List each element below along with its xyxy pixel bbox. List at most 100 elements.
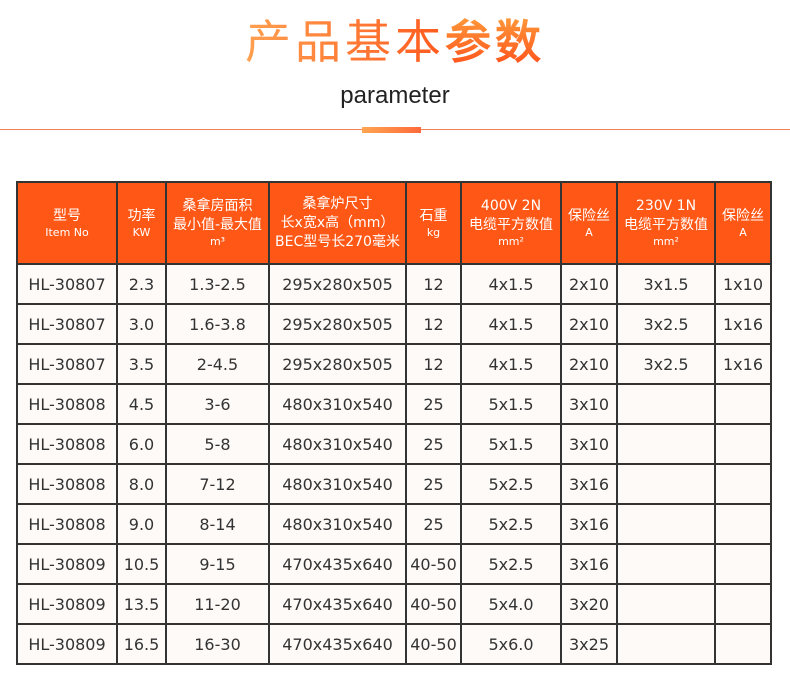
header-unit: mm² — [498, 235, 524, 248]
header-label: 桑拿房面积 — [182, 198, 253, 214]
table-cell: 5-8 — [165, 423, 270, 465]
table-cell: 9.0 — [116, 503, 167, 545]
column-header: 石重 kg — [405, 181, 462, 265]
table-row: HL-30808 9.0 8-14 480x310x540 25 5x2.5 3x16 — [16, 503, 772, 545]
table-cell: 8-14 — [165, 503, 270, 545]
table-cell — [616, 623, 716, 665]
table-cell — [616, 543, 716, 585]
column-header: 型号 Item No — [16, 181, 118, 265]
table-cell: 25 — [405, 383, 462, 425]
table-cell: 295x280x505 — [268, 263, 407, 305]
title-light: 产品基本 — [245, 15, 445, 69]
table-cell: 470x435x640 — [268, 543, 407, 585]
table-cell: 8.0 — [116, 463, 167, 505]
table-cell: 10.5 — [116, 543, 167, 585]
table-cell: HL-30809 — [16, 583, 118, 625]
table-cell: 2x10 — [560, 263, 618, 305]
table-cell: 5x2.5 — [460, 503, 562, 545]
column-header: 功率 KW — [116, 181, 167, 265]
table-cell — [616, 463, 716, 505]
table-row: HL-30807 3.0 1.6-3.8 295x280x505 12 4x1.5 2x10… — [16, 303, 772, 345]
table-cell: 1x16 — [714, 303, 772, 345]
table-cell: 5x1.5 — [460, 423, 562, 465]
table-cell: 480x310x540 — [268, 463, 407, 505]
table-cell: 1x16 — [714, 343, 772, 385]
table-row: HL-30807 2.3 1.3-2.5 295x280x505 12 4x1.5 2x10… — [16, 263, 772, 305]
page-subtitle: parameter — [340, 82, 450, 109]
table-cell: HL-30808 — [16, 383, 118, 425]
header-label: 电缆平方数值 — [624, 217, 708, 233]
header-unit: KW — [132, 225, 151, 239]
table-cell — [714, 423, 772, 465]
table-cell: HL-30809 — [16, 623, 118, 665]
header-label: 最小值-最大值 — [172, 217, 263, 233]
table-row: HL-30808 8.0 7-12 480x310x540 25 5x2.5 3x16 — [16, 463, 772, 505]
header-label: 保险丝 — [722, 207, 764, 224]
table-cell: 480x310x540 — [268, 383, 407, 425]
table-cell: 25 — [405, 423, 462, 465]
table-cell: 4.5 — [116, 383, 167, 425]
table-cell: HL-30808 — [16, 423, 118, 465]
divider-accent — [362, 127, 421, 133]
table-cell — [616, 423, 716, 465]
header-label: 桑拿炉尺寸 — [302, 195, 373, 212]
table-header-row: 型号 Item No 功率 KW 桑拿房面积 最小值-最大值 m³ 桑拿炉尺寸 长x宽x高（mm… — [16, 181, 772, 265]
table-cell: 4x1.5 — [460, 343, 562, 385]
table-cell: 3x10 — [560, 383, 618, 425]
table-cell: 13.5 — [116, 583, 167, 625]
header-unit: Item No — [45, 225, 89, 239]
table-cell: 1x10 — [714, 263, 772, 305]
table-cell: HL-30807 — [16, 343, 118, 385]
table-row: HL-30808 6.0 5-8 480x310x540 25 5x1.5 3x10 — [16, 423, 772, 465]
table-cell — [616, 503, 716, 545]
table-cell: 3x1.5 — [616, 263, 716, 305]
header-label: 长x宽x高（mm） — [280, 214, 395, 231]
table-cell: 480x310x540 — [268, 423, 407, 465]
table-cell: 40-50 — [405, 543, 462, 585]
table-cell — [714, 383, 772, 425]
table-cell: 4x1.5 — [460, 303, 562, 345]
table-cell: 3x16 — [560, 503, 618, 545]
table-cell: HL-30809 — [16, 543, 118, 585]
table-row: HL-30809 13.5 11-20 470x435x640 40-50 5x4.0 3x… — [16, 583, 772, 625]
header-unit: A — [585, 225, 593, 239]
title-bold: 参数 — [445, 15, 545, 69]
table-cell — [714, 503, 772, 545]
header-label: 230V 1N — [635, 198, 697, 214]
table-cell: 7-12 — [165, 463, 270, 505]
column-header: 230V 1N 电缆平方数值 mm² — [616, 181, 716, 265]
table-cell: 6.0 — [116, 423, 167, 465]
table-cell: HL-30808 — [16, 503, 118, 545]
table-cell — [714, 463, 772, 505]
parameter-table: 型号 Item No 功率 KW 桑拿房面积 最小值-最大值 m³ 桑拿炉尺寸 长x宽x高（mm… — [16, 181, 772, 665]
header-label: 400V 2N — [480, 198, 542, 214]
table-cell: 3x16 — [560, 463, 618, 505]
table-cell: 5x4.0 — [460, 583, 562, 625]
table-cell: 1.3-2.5 — [165, 263, 270, 305]
table-cell — [714, 583, 772, 625]
column-header: 保险丝 A — [714, 181, 772, 265]
table-cell: 3x2.5 — [616, 343, 716, 385]
table-cell: 1.6-3.8 — [165, 303, 270, 345]
table-cell: 12 — [405, 303, 462, 345]
table-cell: 40-50 — [405, 583, 462, 625]
table-cell: 3.0 — [116, 303, 167, 345]
table-cell: 2.3 — [116, 263, 167, 305]
table-cell: 12 — [405, 343, 462, 385]
table-cell: 295x280x505 — [268, 303, 407, 345]
table-cell: 3x25 — [560, 623, 618, 665]
column-header: 保险丝 A — [560, 181, 618, 265]
table-row: HL-30809 16.5 16-30 470x435x640 40-50 5x6.0 3x… — [16, 623, 772, 665]
table-row: HL-30809 10.5 9-15 470x435x640 40-50 5x2.5 3x1… — [16, 543, 772, 585]
table-cell: 5x2.5 — [460, 463, 562, 505]
column-header: 桑拿炉尺寸 长x宽x高（mm） BEC型号长270毫米 — [268, 181, 407, 265]
table-cell: 2x10 — [560, 343, 618, 385]
table-cell — [714, 543, 772, 585]
header-unit: kg — [426, 225, 441, 239]
table-cell — [616, 583, 716, 625]
table-cell: 3.5 — [116, 343, 167, 385]
column-header: 400V 2N 电缆平方数值 mm² — [460, 181, 562, 265]
table-cell — [616, 383, 716, 425]
table-cell: 480x310x540 — [268, 503, 407, 545]
table-cell: 5x2.5 — [460, 543, 562, 585]
